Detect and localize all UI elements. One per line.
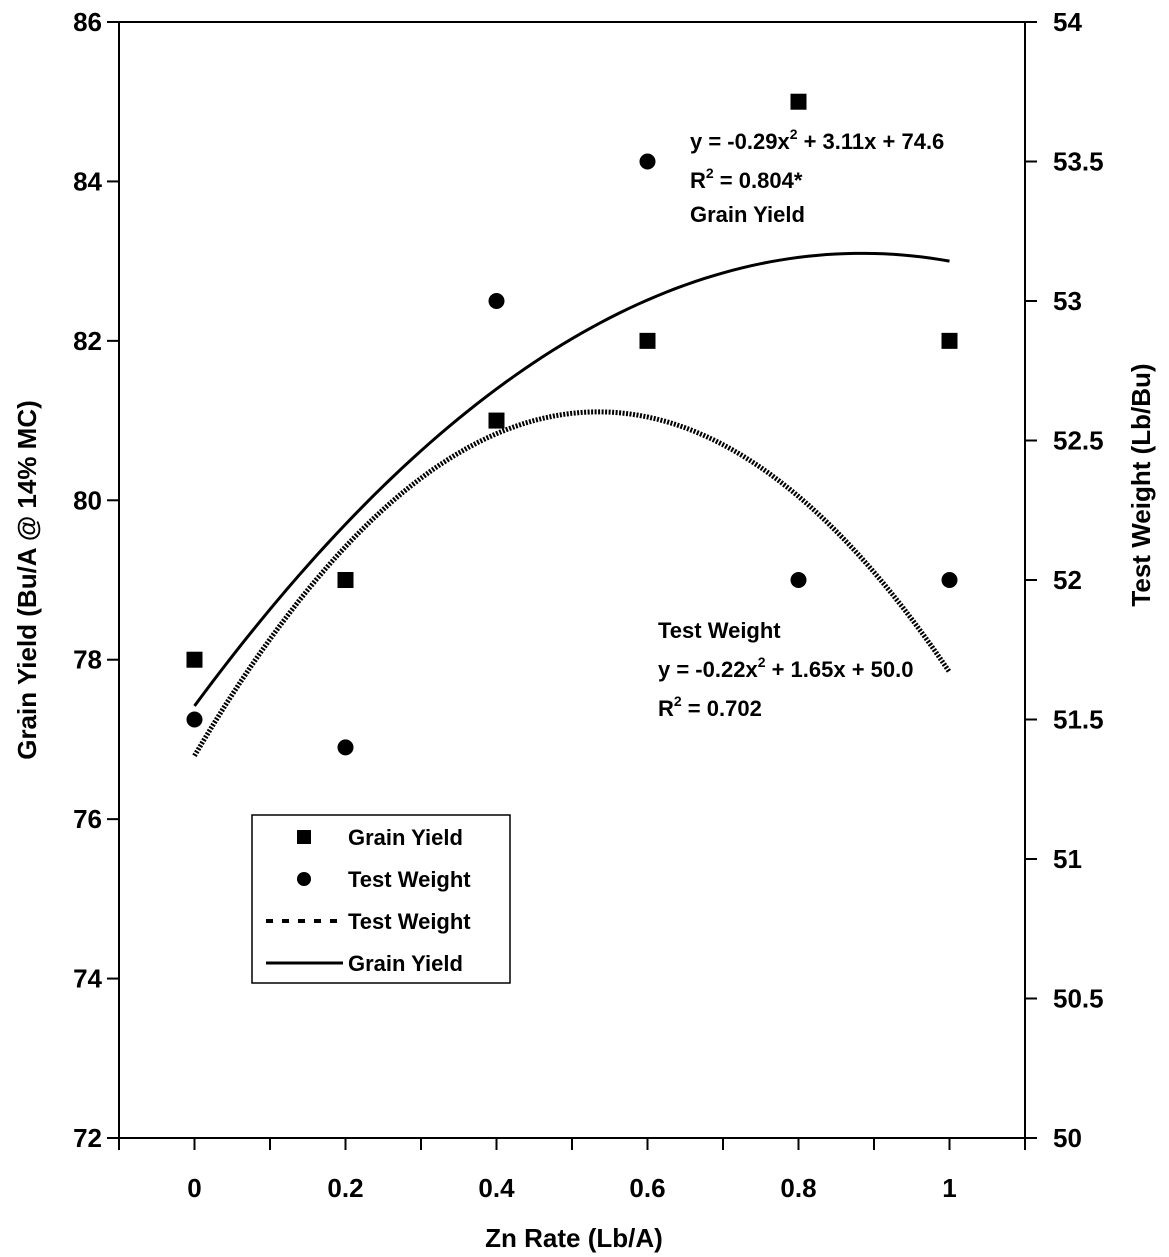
left-tick-label: 80 <box>73 485 102 515</box>
grain-yield-equation-text: y = -0.29x2 + 3.11x + 74.6 <box>690 126 944 154</box>
test-weight-equation: Test Weight y = -0.22x2 + 1.65x + 50.0 R… <box>658 618 914 721</box>
right-tick-label: 50.5 <box>1053 984 1104 1014</box>
grain-yield-annotation-label: Grain Yield <box>690 202 805 227</box>
x-axis-label: Zn Rate (Lb/A) <box>485 1223 663 1253</box>
legend-label-grain-yield-points: Grain Yield <box>348 825 463 850</box>
test-weight-trendline <box>192 409 952 758</box>
trendlines <box>192 251 952 758</box>
x-tick-label: 0.4 <box>478 1173 515 1203</box>
left-tick-label: 76 <box>73 804 102 834</box>
legend-label-test-weight-points: Test Weight <box>348 867 471 892</box>
left-tick-label: 78 <box>73 645 102 675</box>
right-tick-label: 50 <box>1053 1123 1082 1153</box>
right-tick-label: 52 <box>1053 565 1082 595</box>
left-tick-label: 86 <box>73 7 102 37</box>
legend-box <box>251 814 511 984</box>
test-weight-point <box>790 572 807 588</box>
left-axis-ticks: 72 74 76 78 80 82 84 86 <box>73 7 119 1153</box>
grain-yield-point <box>186 651 203 668</box>
legend-label-test-weight-curve: Test Weight <box>348 909 471 934</box>
test-weight-annotation-label: Test Weight <box>658 618 781 643</box>
test-weight-point <box>488 293 505 309</box>
legend: Grain Yield Test Weight Test Weight Grai… <box>251 814 511 984</box>
grain-yield-point <box>639 332 656 349</box>
test-weight-point <box>639 153 656 170</box>
left-tick-label: 84 <box>73 166 102 196</box>
left-tick-label: 82 <box>73 326 102 356</box>
x-tick-label: 0.8 <box>780 1173 816 1203</box>
right-axis-ticks: 50 50.5 51 51.5 52 52.5 53 53.5 54 <box>1025 7 1104 1153</box>
left-tick-label: 74 <box>73 964 102 994</box>
legend-symbol-square <box>297 830 311 844</box>
right-tick-label: 53 <box>1053 286 1082 316</box>
legend-symbol-circle <box>297 872 311 886</box>
x-tick-label: 0.6 <box>629 1173 665 1203</box>
grain-yield-r2-text: R2 = 0.804* <box>690 165 803 193</box>
right-tick-label: 53.5 <box>1053 147 1104 177</box>
grain-yield-point <box>337 572 354 588</box>
x-axis-ticks: 0 0.2 0.4 0.6 0.8 1 <box>118 1138 1026 1203</box>
data-points <box>186 93 958 756</box>
test-weight-point <box>941 572 958 588</box>
x-tick-label: 0.2 <box>327 1173 363 1203</box>
left-axis-label: Grain Yield (Bu/A @ 14% MC) <box>12 400 42 760</box>
legend-label-grain-yield-curve: Grain Yield <box>348 951 463 976</box>
right-tick-label: 51 <box>1053 844 1082 874</box>
grain-yield-point <box>941 332 958 349</box>
test-weight-r2-text: R2 = 0.702 <box>658 693 762 721</box>
right-axis-label: Test Weight (Lb/Bu) <box>1126 363 1156 606</box>
test-weight-equation-text: y = -0.22x2 + 1.65x + 50.0 <box>658 654 914 682</box>
grain-yield-point <box>790 93 807 110</box>
right-tick-label: 52.5 <box>1053 426 1104 456</box>
test-weight-point <box>337 739 354 756</box>
right-tick-label: 54 <box>1053 7 1082 37</box>
left-tick-label: 72 <box>73 1123 102 1153</box>
test-weight-point <box>186 711 203 728</box>
grain-yield-equation: y = -0.29x2 + 3.11x + 74.6 R2 = 0.804* G… <box>690 126 944 227</box>
x-tick-label: 0 <box>187 1173 201 1203</box>
grain-yield-trendline <box>193 251 950 707</box>
x-tick-label: 1 <box>942 1173 956 1203</box>
grain-yield-point <box>488 412 505 429</box>
right-tick-label: 51.5 <box>1053 705 1104 735</box>
